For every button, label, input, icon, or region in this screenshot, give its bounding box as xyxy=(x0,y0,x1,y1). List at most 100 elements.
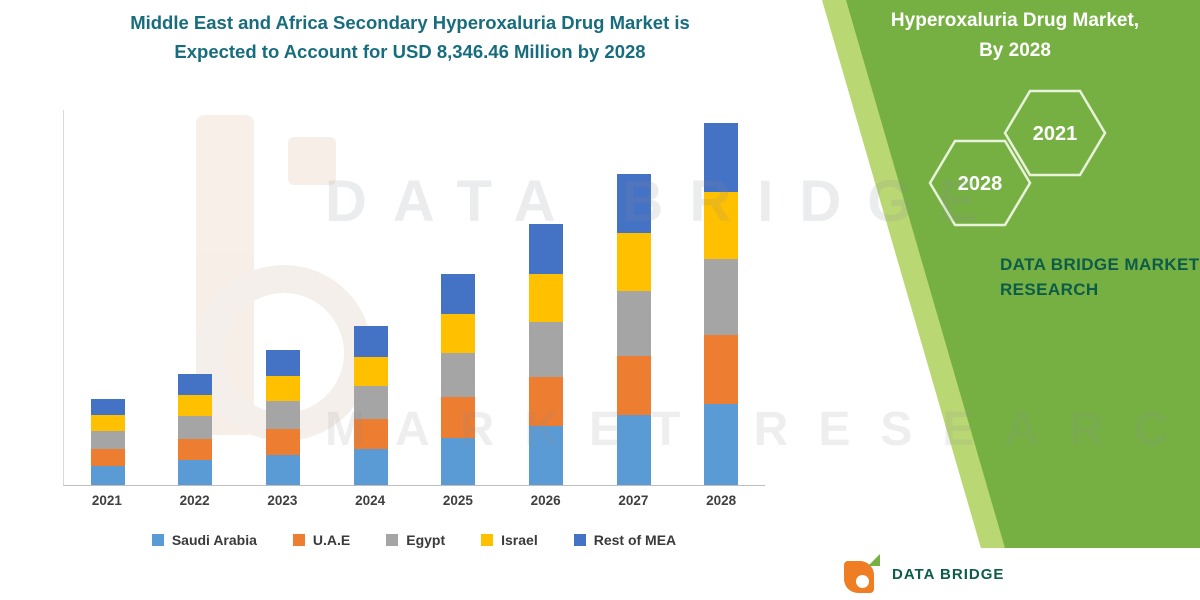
bar-column xyxy=(677,123,765,485)
bar-segment xyxy=(90,430,125,450)
chart-title: Middle East and Africa Secondary Hyperox… xyxy=(40,8,780,66)
bar-segment xyxy=(441,397,476,438)
bar-segment xyxy=(441,353,476,398)
bar-column xyxy=(239,350,327,485)
x-axis-label: 2023 xyxy=(267,493,298,508)
bar-segment xyxy=(178,439,213,461)
bar-segment xyxy=(441,314,476,354)
x-axis-label: 2021 xyxy=(91,493,122,508)
bar-segment xyxy=(353,326,388,357)
legend: Saudi Arabia U.A.E Egypt Israel Rest of MEA xyxy=(63,532,765,548)
footer-logo-strip: DATA BRIDGE xyxy=(818,548,1200,600)
hexagon-2028-label: 2028 xyxy=(958,173,1003,195)
panel-headline: Hyperoxaluria Drug Market, By 2028 xyxy=(845,6,1185,66)
x-axis-label: 2025 xyxy=(442,493,473,508)
legend-swatch xyxy=(151,534,164,546)
stacked-bar xyxy=(90,398,125,485)
x-axis-label: 2026 xyxy=(530,493,561,508)
bar-segment xyxy=(616,233,651,291)
bar-segment xyxy=(616,355,651,415)
bar-segment xyxy=(704,258,739,335)
stacked-bar xyxy=(616,173,651,485)
bar-segment xyxy=(266,400,301,430)
stacked-bar xyxy=(353,326,388,485)
legend-item: U.A.E xyxy=(292,532,351,548)
stacked-bar-chart: 2021 2022 2023 2024 2025 2026 2027 2028 Saudi A… xyxy=(55,110,765,548)
legend-swatch xyxy=(292,534,305,546)
legend-item: Saudi Arabia xyxy=(151,532,257,548)
stacked-bar xyxy=(441,274,476,485)
bar-segment xyxy=(90,465,125,485)
year-hexagons: 2021 2028 xyxy=(928,89,1107,227)
hexagon-2021 xyxy=(1003,89,1107,177)
logo-hole-shape xyxy=(856,575,869,588)
bar-segment xyxy=(178,395,213,416)
legend-label: Saudi Arabia xyxy=(171,532,257,548)
panel-brand-line2: RESEARCH xyxy=(1000,280,1099,299)
legend-item: Egypt xyxy=(386,532,445,548)
bar-segment xyxy=(90,449,125,466)
stacked-bar xyxy=(528,224,563,485)
legend-swatch xyxy=(481,534,494,546)
bar-segment xyxy=(704,334,739,404)
x-axis-label: 2028 xyxy=(706,493,737,508)
bar-segment xyxy=(266,454,301,485)
chart-title-line1: Middle East and Africa Secondary Hyperox… xyxy=(130,12,690,33)
stacked-bar xyxy=(704,123,739,485)
bar-column xyxy=(64,398,152,485)
bar-segment xyxy=(353,385,388,420)
stacked-bar xyxy=(178,374,213,485)
databridge-logo xyxy=(844,554,880,594)
bar-column xyxy=(590,173,678,485)
bar-segment xyxy=(353,419,388,450)
legend-label: Rest of MEA xyxy=(593,532,677,548)
stacked-bar xyxy=(266,350,301,485)
bar-segment xyxy=(704,192,739,259)
logo-leaf-icon xyxy=(868,554,880,566)
bar-segment xyxy=(266,350,301,377)
bar-segment xyxy=(704,123,739,193)
footer-brand-text: DATA BRIDGE xyxy=(892,565,1005,583)
legend-label: Egypt xyxy=(406,532,446,548)
bar-column xyxy=(415,274,503,485)
bar-segment xyxy=(178,374,213,396)
legend-item: Rest of MEA xyxy=(573,532,677,548)
panel-headline-line1: Hyperoxaluria Drug Market, xyxy=(890,10,1140,31)
bar-segment xyxy=(704,403,739,485)
hexagon-2028 xyxy=(928,139,1032,227)
bar-column xyxy=(502,224,590,485)
bar-column xyxy=(152,374,240,485)
bar-segment xyxy=(266,429,301,455)
x-axis-labels: 2021 2022 2023 2024 2025 2026 2027 2028 xyxy=(63,486,765,508)
bar-segment xyxy=(90,398,125,415)
panel-brand-line1: DATA BRIDGE MARKET xyxy=(1000,255,1200,274)
x-axis-label: 2027 xyxy=(618,493,649,508)
bar-segment xyxy=(353,449,388,485)
bar-segment xyxy=(528,376,563,427)
x-axis-label: 2024 xyxy=(355,493,386,508)
bar-column xyxy=(327,326,415,485)
panel-headline-line2: By 2028 xyxy=(979,40,1051,61)
bar-segment xyxy=(178,415,213,440)
bar-segment xyxy=(441,274,476,315)
bar-segment xyxy=(528,321,563,377)
legend-label: U.A.E xyxy=(312,532,351,548)
bar-segment xyxy=(266,376,301,401)
chart-title-line2: Expected to Account for USD 8,346.46 Mil… xyxy=(174,41,646,62)
bar-segment xyxy=(616,414,651,485)
bar-segment xyxy=(90,414,125,431)
bar-segment xyxy=(441,437,476,485)
legend-swatch xyxy=(386,534,399,546)
bar-segment xyxy=(528,273,563,322)
panel-brand-text: DATA BRIDGE MARKET RESEARCH xyxy=(1000,252,1200,302)
bars-row xyxy=(63,110,765,486)
x-axis-label: 2022 xyxy=(179,493,210,508)
bar-segment xyxy=(616,173,651,234)
bar-segment xyxy=(528,426,563,485)
legend-swatch xyxy=(573,534,586,546)
bar-segment xyxy=(616,290,651,356)
bar-segment xyxy=(353,356,388,386)
legend-item: Israel xyxy=(481,532,538,548)
bar-segment xyxy=(178,460,213,485)
